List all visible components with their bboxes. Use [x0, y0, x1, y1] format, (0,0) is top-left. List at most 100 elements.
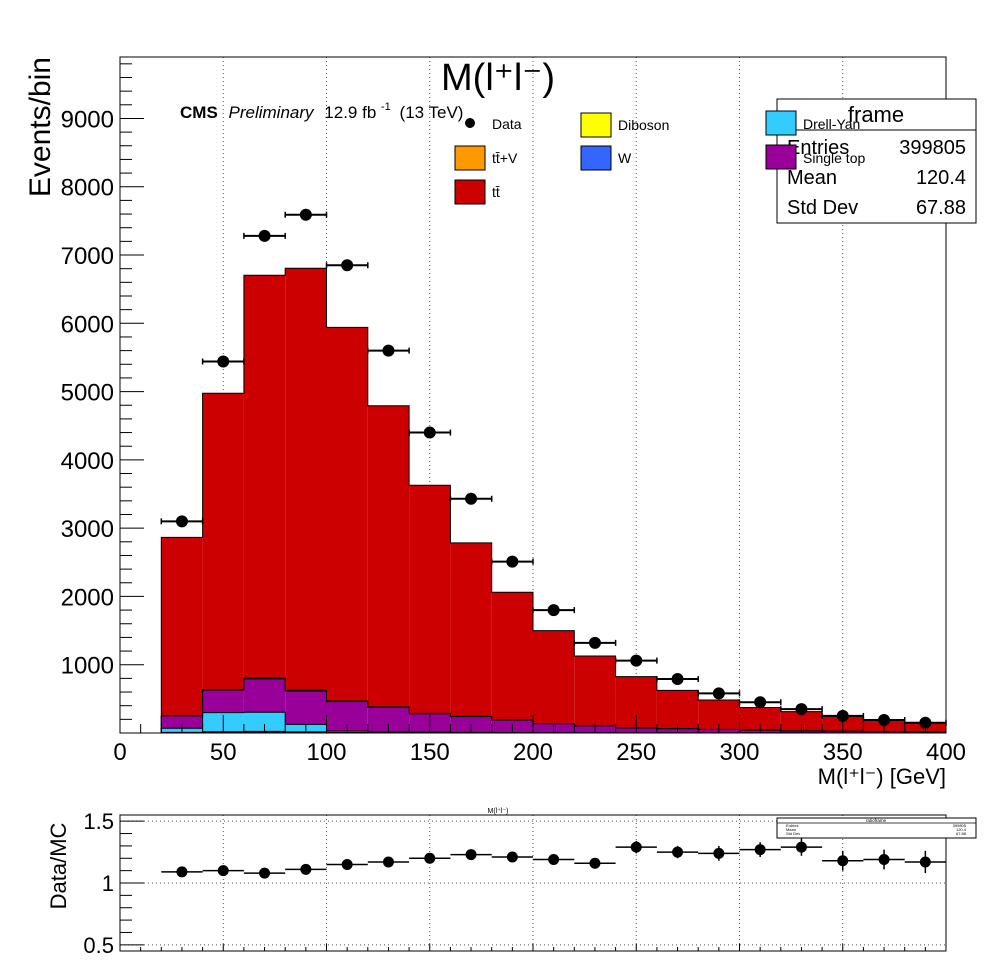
y-tick-label: 1000: [61, 653, 114, 680]
histogram-bar: [450, 543, 491, 716]
histogram-bar: [574, 656, 615, 726]
y-tick-label: 9000: [61, 106, 114, 133]
data-point: [176, 515, 188, 527]
svg-text:CMS Preliminary 12: CMS Preliminary 12.9 fb -1 (13 TeV): [180, 95, 463, 122]
histogram-bar: [203, 393, 244, 689]
legend-label: Single top: [803, 150, 865, 166]
energy-label: (13 TeV): [400, 103, 464, 122]
stats-label-stddev: Std Dev: [787, 197, 858, 219]
stats-value-mean: 120.4: [916, 167, 966, 189]
stats-value-stddev: 67.88: [916, 197, 966, 219]
ratio-point: [796, 842, 807, 853]
cms-experiment: CMS: [180, 103, 218, 122]
x-axis-title: M(l⁺l⁻) [GeV]: [818, 764, 946, 789]
legend-swatch: [766, 145, 796, 169]
ratio-point: [548, 854, 559, 865]
ratio-point: [713, 848, 724, 859]
histogram-bar: [244, 275, 285, 678]
histogram-bar: [492, 592, 533, 720]
x-tick-label: 50: [210, 739, 237, 766]
data-point: [465, 493, 477, 505]
ratio-title: M(l⁺l⁻): [488, 808, 509, 815]
histogram-bar: [161, 537, 202, 715]
data-point: [341, 259, 353, 271]
legend-swatch: [581, 113, 611, 137]
legend-label: Data: [492, 116, 522, 132]
lumi-exponent: -1: [381, 101, 391, 113]
ratio-point: [672, 847, 683, 858]
x-tick-label: 300: [719, 739, 759, 766]
stacked-histogram: [161, 268, 946, 733]
histogram-bar: [285, 691, 326, 724]
y-tick-label: 3000: [61, 516, 114, 543]
legend-swatch: [766, 111, 796, 135]
ratio-points: [161, 838, 946, 878]
histogram-bar: [203, 690, 244, 713]
ratio-point: [920, 856, 931, 867]
ratio-point: [176, 866, 187, 877]
legend-swatch: [455, 180, 485, 204]
histogram-bar: [285, 268, 326, 690]
histogram-bar: [657, 690, 698, 728]
ratio-point: [837, 855, 848, 866]
stats-label-mean: Mean: [787, 167, 837, 189]
x-tick-label: 150: [410, 739, 450, 766]
ratio-stats-label-stddev: Std Dev: [786, 831, 800, 836]
data-point: [672, 673, 684, 685]
ratio-point: [300, 864, 311, 875]
ratio-point: [755, 844, 766, 855]
ratio-point: [631, 842, 642, 853]
ratio-y-tick-label: 1: [102, 871, 114, 896]
histogram-bar: [368, 406, 409, 707]
histogram-bar: [409, 485, 450, 713]
legend-label: tt̄+V: [492, 150, 518, 166]
data-point: [713, 687, 725, 699]
ratio-stats-box: ratioframe Entries 399805 Mean 120.4 Std…: [777, 818, 976, 838]
legend-marker-data: [465, 118, 475, 128]
histogram-bar: [533, 631, 574, 724]
y-tick-label: 4000: [61, 448, 114, 475]
legend-swatch: [581, 146, 611, 170]
data-point: [506, 556, 518, 568]
ratio-point: [259, 868, 270, 879]
ratio-point: [342, 859, 353, 870]
y-tick-label: 6000: [61, 311, 114, 338]
y-tick-label: 7000: [61, 243, 114, 270]
legend-label: tt̄: [492, 184, 500, 200]
data-point: [795, 703, 807, 715]
data-point: [589, 637, 601, 649]
y-tick-label: 8000: [61, 175, 114, 202]
x-tick-label: 350: [823, 739, 863, 766]
main-title: M(l⁺l⁻): [441, 57, 555, 99]
ratio-point: [383, 856, 394, 867]
ratio-point: [879, 854, 890, 865]
y-axis-title: Events/bin: [24, 57, 57, 197]
histogram-bar: [244, 679, 285, 712]
x-tick-label: 200: [513, 739, 553, 766]
ratio-y-tick-label: 0.5: [83, 933, 114, 958]
ratio-stats-title: ratioframe: [866, 818, 887, 823]
histogram-bar: [327, 327, 368, 701]
data-point: [382, 345, 394, 357]
ratio-point: [589, 858, 600, 869]
ratio-point: [424, 853, 435, 864]
y-tick-label: 2000: [61, 584, 114, 611]
ratio-stats-value-stddev: 67.88: [956, 831, 967, 836]
legend-label: Drell-Yan: [803, 116, 860, 132]
lumi-value: 12.9 fb: [324, 103, 376, 122]
data-point: [300, 209, 312, 221]
ratio-y-tick-label: 1.5: [83, 809, 114, 834]
legend-label: Diboson: [618, 117, 669, 133]
data-point: [217, 356, 229, 368]
cms-status: Preliminary: [229, 103, 316, 122]
ratio-point: [218, 865, 229, 876]
x-tick-label: 400: [926, 739, 966, 766]
data-point: [754, 696, 766, 708]
x-tick-label: 0: [113, 739, 126, 766]
y-tick-label: 5000: [61, 380, 114, 407]
stats-value-entries: 399805: [899, 137, 966, 159]
ratio-point: [466, 849, 477, 860]
